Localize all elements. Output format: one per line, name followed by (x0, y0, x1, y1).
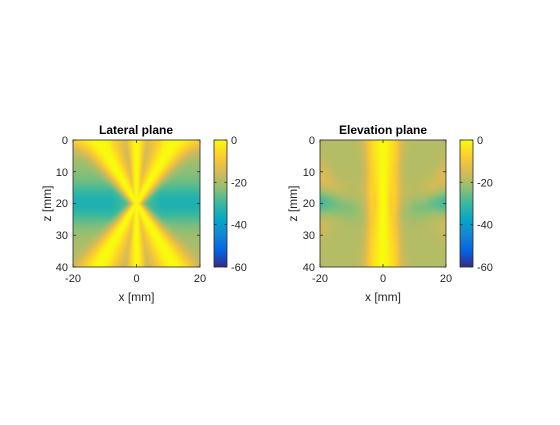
lateral-plane-panel: Lateral plane 0 10 20 30 40 -20 0 20 x [… (40, 123, 247, 304)
colorbar-tick-label: -40 (231, 220, 247, 232)
y-tick-label: 0 (309, 135, 315, 147)
x-tick-label: 0 (380, 273, 386, 285)
colorbar-frame (213, 139, 228, 268)
tick-marks (319, 139, 447, 268)
y-tick-label: 10 (56, 167, 68, 179)
y-axis-label: z [mm] (286, 186, 300, 222)
chart-title: Elevation plane (339, 123, 427, 137)
y-tick-label: 0 (62, 135, 68, 147)
y-axis-label: z [mm] (40, 186, 54, 222)
colorbar-tick-label: 0 (477, 135, 483, 147)
chart-title: Lateral plane (99, 123, 173, 137)
colorbar-frame (459, 139, 474, 268)
colorbar (214, 140, 227, 267)
y-tick-label: 20 (56, 198, 68, 210)
x-axis-label: x [mm] (119, 290, 155, 304)
colorbar-tick-marks (460, 139, 473, 268)
x-tick-label: 0 (133, 273, 139, 285)
elevation-plane-panel: Elevation plane 0 10 20 30 40 -20 0 20 x… (286, 123, 493, 304)
colorbar-tick-label: -60 (231, 262, 247, 274)
colorbar (460, 140, 473, 267)
colorbar-tick-label: -20 (477, 178, 493, 190)
x-tick-label: 20 (194, 273, 206, 285)
x-tick-label: -20 (65, 273, 81, 285)
tick-marks (72, 139, 201, 268)
x-axis-label: x [mm] (365, 290, 401, 304)
colorbar-tick-label: -20 (231, 178, 247, 190)
y-tick-label: 30 (303, 230, 315, 242)
heatmap-image (73, 140, 200, 267)
y-tick-label: 40 (56, 262, 68, 274)
y-tick-label: 10 (303, 167, 315, 179)
colorbar-tick-label: 0 (231, 135, 237, 147)
colorbar-tick-label: -60 (477, 262, 493, 274)
heatmap-image (320, 140, 446, 267)
y-tick-label: 20 (303, 198, 315, 210)
x-tick-label: 20 (440, 273, 452, 285)
x-tick-label: -20 (312, 273, 328, 285)
colorbar-tick-label: -40 (477, 220, 493, 232)
y-tick-label: 30 (56, 230, 68, 242)
y-tick-label: 40 (303, 262, 315, 274)
colorbar-tick-marks (214, 139, 227, 268)
